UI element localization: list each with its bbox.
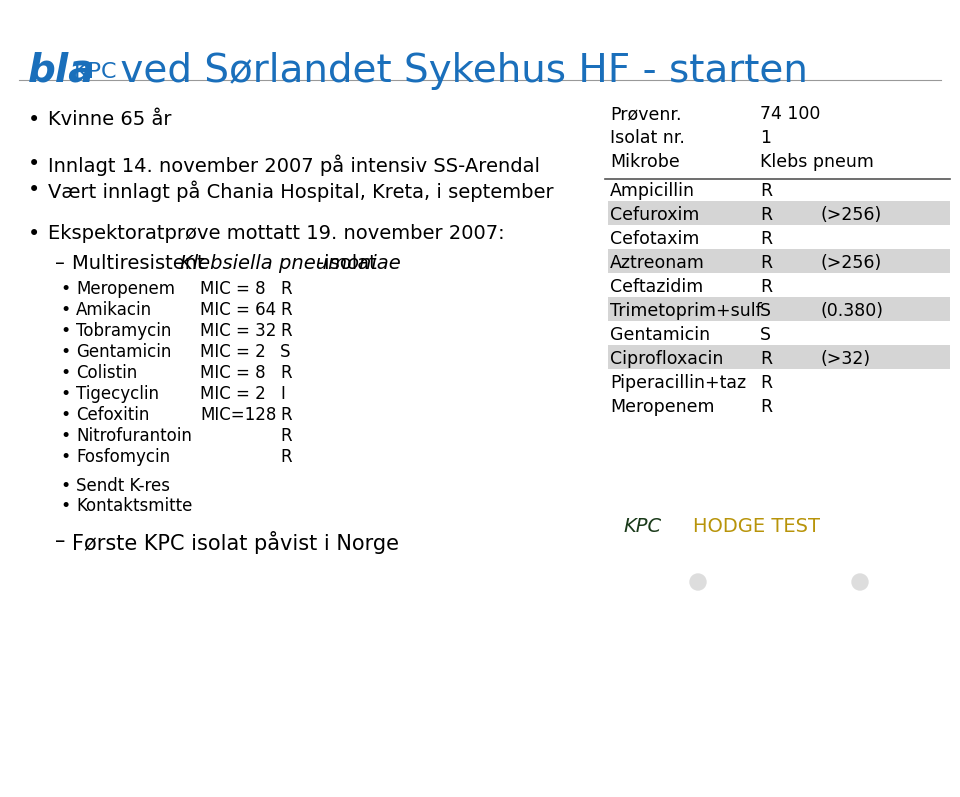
Text: S: S (760, 326, 771, 344)
Text: Multiresistent: Multiresistent (72, 254, 211, 273)
FancyBboxPatch shape (608, 201, 950, 225)
Text: R: R (280, 364, 292, 382)
Text: Klebs pneum: Klebs pneum (760, 153, 874, 171)
Text: R: R (280, 427, 292, 445)
Text: Cefoxitin: Cefoxitin (76, 406, 150, 424)
Text: •: • (60, 280, 70, 298)
Text: Ceftazidim: Ceftazidim (610, 278, 704, 296)
Text: R: R (280, 448, 292, 466)
Text: •: • (60, 497, 70, 515)
Text: R: R (760, 350, 772, 368)
Text: Innlagt 14. november 2007 på intensiv SS-Arendal: Innlagt 14. november 2007 på intensiv SS… (48, 154, 540, 175)
Text: •: • (60, 477, 70, 495)
Text: •: • (60, 322, 70, 340)
Text: MIC=128: MIC=128 (200, 406, 276, 424)
Circle shape (800, 552, 920, 672)
Circle shape (638, 552, 758, 672)
Text: Sendt K-res: Sendt K-res (76, 477, 170, 495)
Text: •: • (60, 406, 70, 424)
Text: MIC = 64: MIC = 64 (200, 301, 276, 319)
Text: Første KPC isolat påvist i Norge: Første KPC isolat påvist i Norge (72, 531, 399, 554)
Text: R: R (280, 280, 292, 298)
Text: Meropenem: Meropenem (76, 280, 175, 298)
Text: Tobramycin: Tobramycin (76, 322, 172, 340)
Text: ved Sørlandet Sykehus HF - starten: ved Sørlandet Sykehus HF - starten (108, 52, 808, 90)
Circle shape (852, 574, 868, 590)
Text: R: R (280, 322, 292, 340)
Text: •: • (60, 448, 70, 466)
Text: 1: 1 (760, 129, 771, 147)
Text: (>32): (>32) (820, 350, 870, 368)
Text: Cefotaxim: Cefotaxim (610, 230, 700, 248)
Text: R: R (760, 278, 772, 296)
Text: Aztreonam: Aztreonam (610, 254, 705, 272)
Text: Ciprofloxacin: Ciprofloxacin (610, 350, 724, 368)
Text: •: • (60, 343, 70, 361)
Text: Prøvenr.: Prøvenr. (610, 105, 682, 123)
Text: KPC: KPC (74, 61, 117, 81)
FancyBboxPatch shape (608, 345, 950, 369)
Text: •: • (28, 110, 40, 130)
Text: Amikacin: Amikacin (76, 301, 152, 319)
Text: -isolat: -isolat (317, 254, 376, 273)
Text: 74 100: 74 100 (760, 105, 821, 123)
Text: R: R (280, 301, 292, 319)
Text: Colistin: Colistin (76, 364, 137, 382)
Circle shape (690, 574, 706, 590)
Text: Ekspektoratprøve mottatt 19. november 2007:: Ekspektoratprøve mottatt 19. november 20… (48, 224, 505, 243)
Text: •: • (60, 385, 70, 403)
Text: •: • (28, 180, 40, 200)
Text: Mikrobe: Mikrobe (610, 153, 680, 171)
Text: Trimetoprim+sulf: Trimetoprim+sulf (610, 302, 761, 320)
Text: MIC = 2: MIC = 2 (200, 343, 266, 361)
Text: Ampicillin: Ampicillin (610, 182, 695, 200)
Text: (>256): (>256) (820, 206, 881, 224)
Text: MIC = 8: MIC = 8 (200, 364, 266, 382)
Text: •: • (28, 224, 40, 244)
Text: Nitrofurantoin: Nitrofurantoin (76, 427, 192, 445)
Text: Klebsiella pneumoniae: Klebsiella pneumoniae (180, 254, 400, 273)
Text: bla: bla (28, 52, 95, 90)
FancyBboxPatch shape (608, 297, 950, 321)
Text: Vært innlagt på Chania Hospital, Kreta, i september: Vært innlagt på Chania Hospital, Kreta, … (48, 180, 554, 202)
Text: R: R (280, 406, 292, 424)
Text: Gentamicin: Gentamicin (610, 326, 710, 344)
Text: R: R (760, 398, 772, 416)
Text: Fosfomycin: Fosfomycin (76, 448, 170, 466)
Text: •: • (60, 364, 70, 382)
Text: •: • (28, 154, 40, 174)
Text: KPC: KPC (623, 517, 661, 536)
Text: MIC = 2: MIC = 2 (200, 385, 266, 403)
Text: (>256): (>256) (820, 254, 881, 272)
Text: I: I (280, 385, 285, 403)
Text: Piperacillin+taz: Piperacillin+taz (610, 374, 746, 392)
Text: Cefuroxim: Cefuroxim (610, 206, 700, 224)
FancyBboxPatch shape (608, 249, 950, 273)
Text: •: • (60, 427, 70, 445)
Text: •: • (60, 301, 70, 319)
Text: MIC = 32: MIC = 32 (200, 322, 276, 340)
Text: HODGE TEST: HODGE TEST (693, 517, 820, 536)
Text: Meropenem: Meropenem (610, 398, 714, 416)
Text: Tigecyclin: Tigecyclin (76, 385, 159, 403)
Text: Gentamicin: Gentamicin (76, 343, 172, 361)
Text: R: R (760, 230, 772, 248)
Text: (0.380): (0.380) (820, 302, 883, 320)
Text: MIC = 8: MIC = 8 (200, 280, 266, 298)
Text: –: – (55, 531, 65, 551)
Text: Kontaktsmitte: Kontaktsmitte (76, 497, 192, 515)
Text: Kvinne 65 år: Kvinne 65 år (48, 110, 172, 129)
Text: R: R (760, 254, 772, 272)
Text: R: R (760, 206, 772, 224)
Text: S: S (280, 343, 291, 361)
Text: Isolat nr.: Isolat nr. (610, 129, 684, 147)
Text: R: R (760, 182, 772, 200)
Text: –: – (55, 254, 65, 273)
Text: R: R (760, 374, 772, 392)
Text: S: S (760, 302, 771, 320)
